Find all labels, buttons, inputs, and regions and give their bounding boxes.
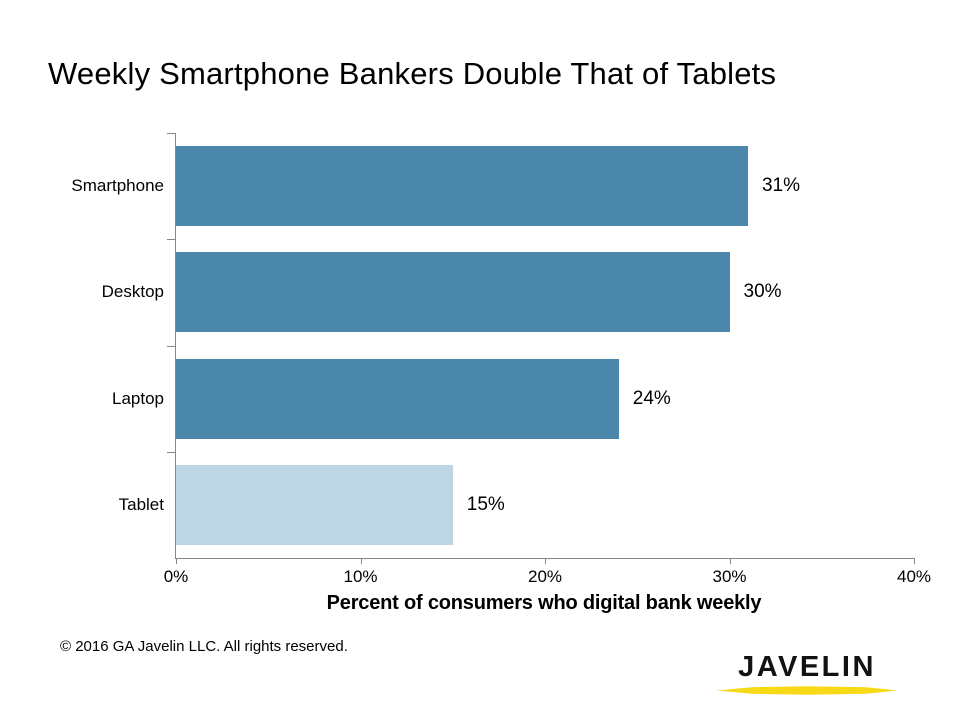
x-axis-tick (360, 558, 362, 564)
x-axis-tick-label: 40% (896, 567, 932, 586)
bar (176, 358, 619, 439)
javelin-logo-underline-icon (716, 686, 898, 695)
x-axis-tick (545, 558, 546, 564)
x-axis-tick-label: 20% (527, 567, 563, 586)
javelin-logo-text: JAVELIN (738, 651, 876, 683)
value-label: 15% (466, 493, 505, 515)
bar (176, 464, 453, 545)
y-axis-tick (167, 239, 175, 241)
x-axis-title: Percent of consumers who digital bank we… (326, 592, 762, 614)
y-axis-tick (167, 451, 175, 453)
x-axis-tick-label: 0% (163, 567, 189, 586)
category-label: Tablet (118, 494, 164, 514)
category-label: Laptop (112, 388, 164, 408)
value-label: 31% (761, 175, 800, 197)
x-axis-tick (729, 558, 731, 564)
plot-area: Smartphone 31% Desktop 30% Laptop 24% Tablet 15… (71, 133, 931, 586)
copyright-text: © 2016 GA Javelin LLC. All rights reserv… (60, 638, 348, 655)
x-axis-tick (914, 558, 915, 564)
value-label: 24% (632, 387, 671, 409)
y-axis-tick (167, 345, 175, 347)
category-label: Desktop (101, 282, 164, 302)
bar (176, 252, 730, 333)
chart-title: Weekly Smartphone Bankers Double That of… (48, 56, 777, 91)
x-axis-tick (176, 558, 177, 564)
bar (176, 146, 748, 227)
y-axis-tick (167, 133, 175, 134)
x-axis-tick-label: 10% (343, 567, 378, 586)
x-axis-tick-label: 30% (712, 567, 747, 586)
value-label: 30% (743, 281, 782, 303)
javelin-logo: JAVELIN (716, 651, 898, 695)
category-label: Smartphone (71, 176, 164, 196)
